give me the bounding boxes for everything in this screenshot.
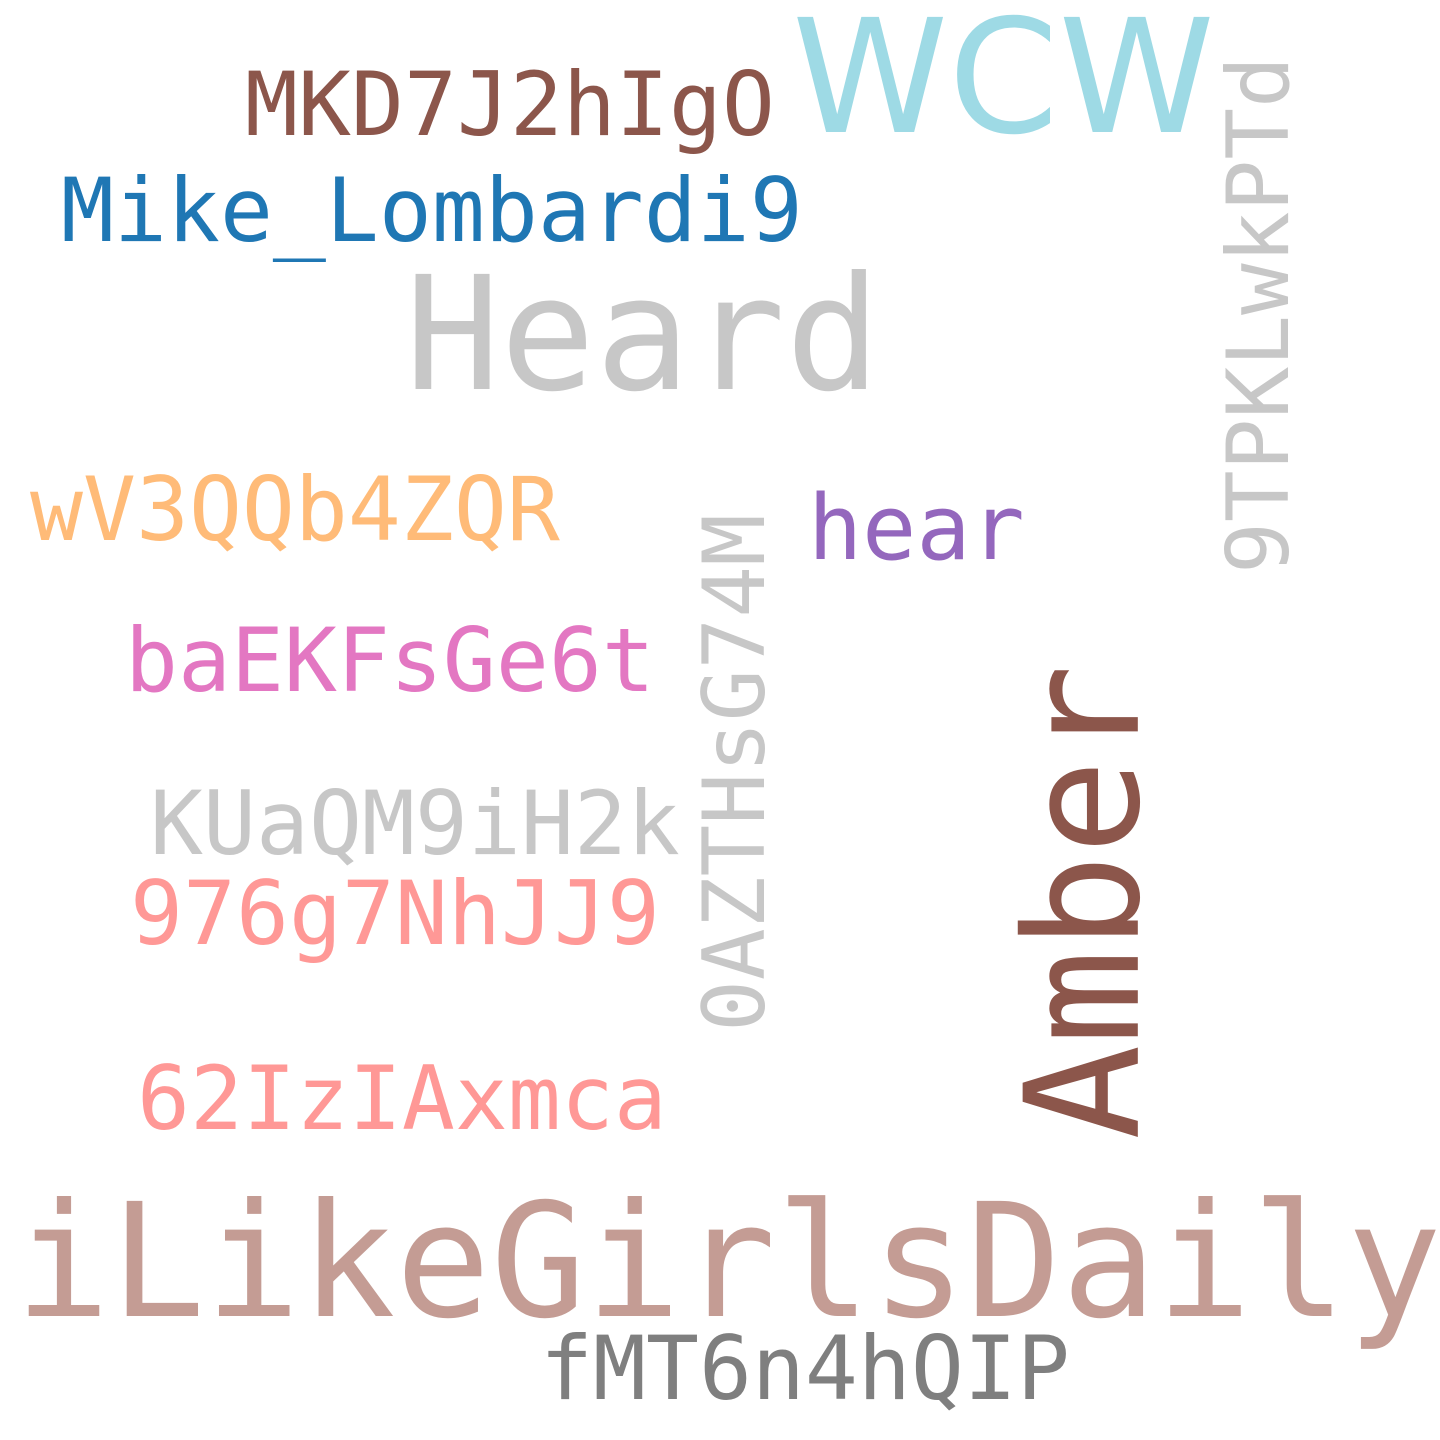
word-62iziaxmca: 62IzIAxmca bbox=[137, 1047, 667, 1150]
word-9tpklwkptd: 9TPKLwkPTd bbox=[1208, 56, 1309, 574]
word-mike-lombardi9: Mike_Lombardi9 bbox=[61, 159, 803, 262]
word-ilikegirlsdaily: iLikeGirlsDaily bbox=[15, 1170, 1440, 1354]
word-kuaqm9ih2k: KUaQM9iH2k bbox=[150, 772, 680, 875]
word-976g7nhjj9: 976g7NhJJ9 bbox=[130, 862, 660, 965]
word-amber: Amber bbox=[991, 664, 1176, 1140]
word-0azthsg74m: 0AZTHsG74M bbox=[684, 514, 785, 1032]
word-wcw: WCW bbox=[792, 0, 1215, 170]
word-heard: Heard bbox=[405, 243, 881, 427]
word-fmt6n4hqip: fMT6n4hQIP bbox=[540, 1317, 1070, 1420]
word-mkd7j2higo: MKD7J2hIgO bbox=[245, 53, 775, 156]
word-wv3qqb4zqr: wV3QQb4ZQR bbox=[30, 458, 560, 561]
word-hear: hear bbox=[808, 476, 1025, 581]
word-baekfsge6t: baEKFsGe6t bbox=[125, 609, 655, 712]
